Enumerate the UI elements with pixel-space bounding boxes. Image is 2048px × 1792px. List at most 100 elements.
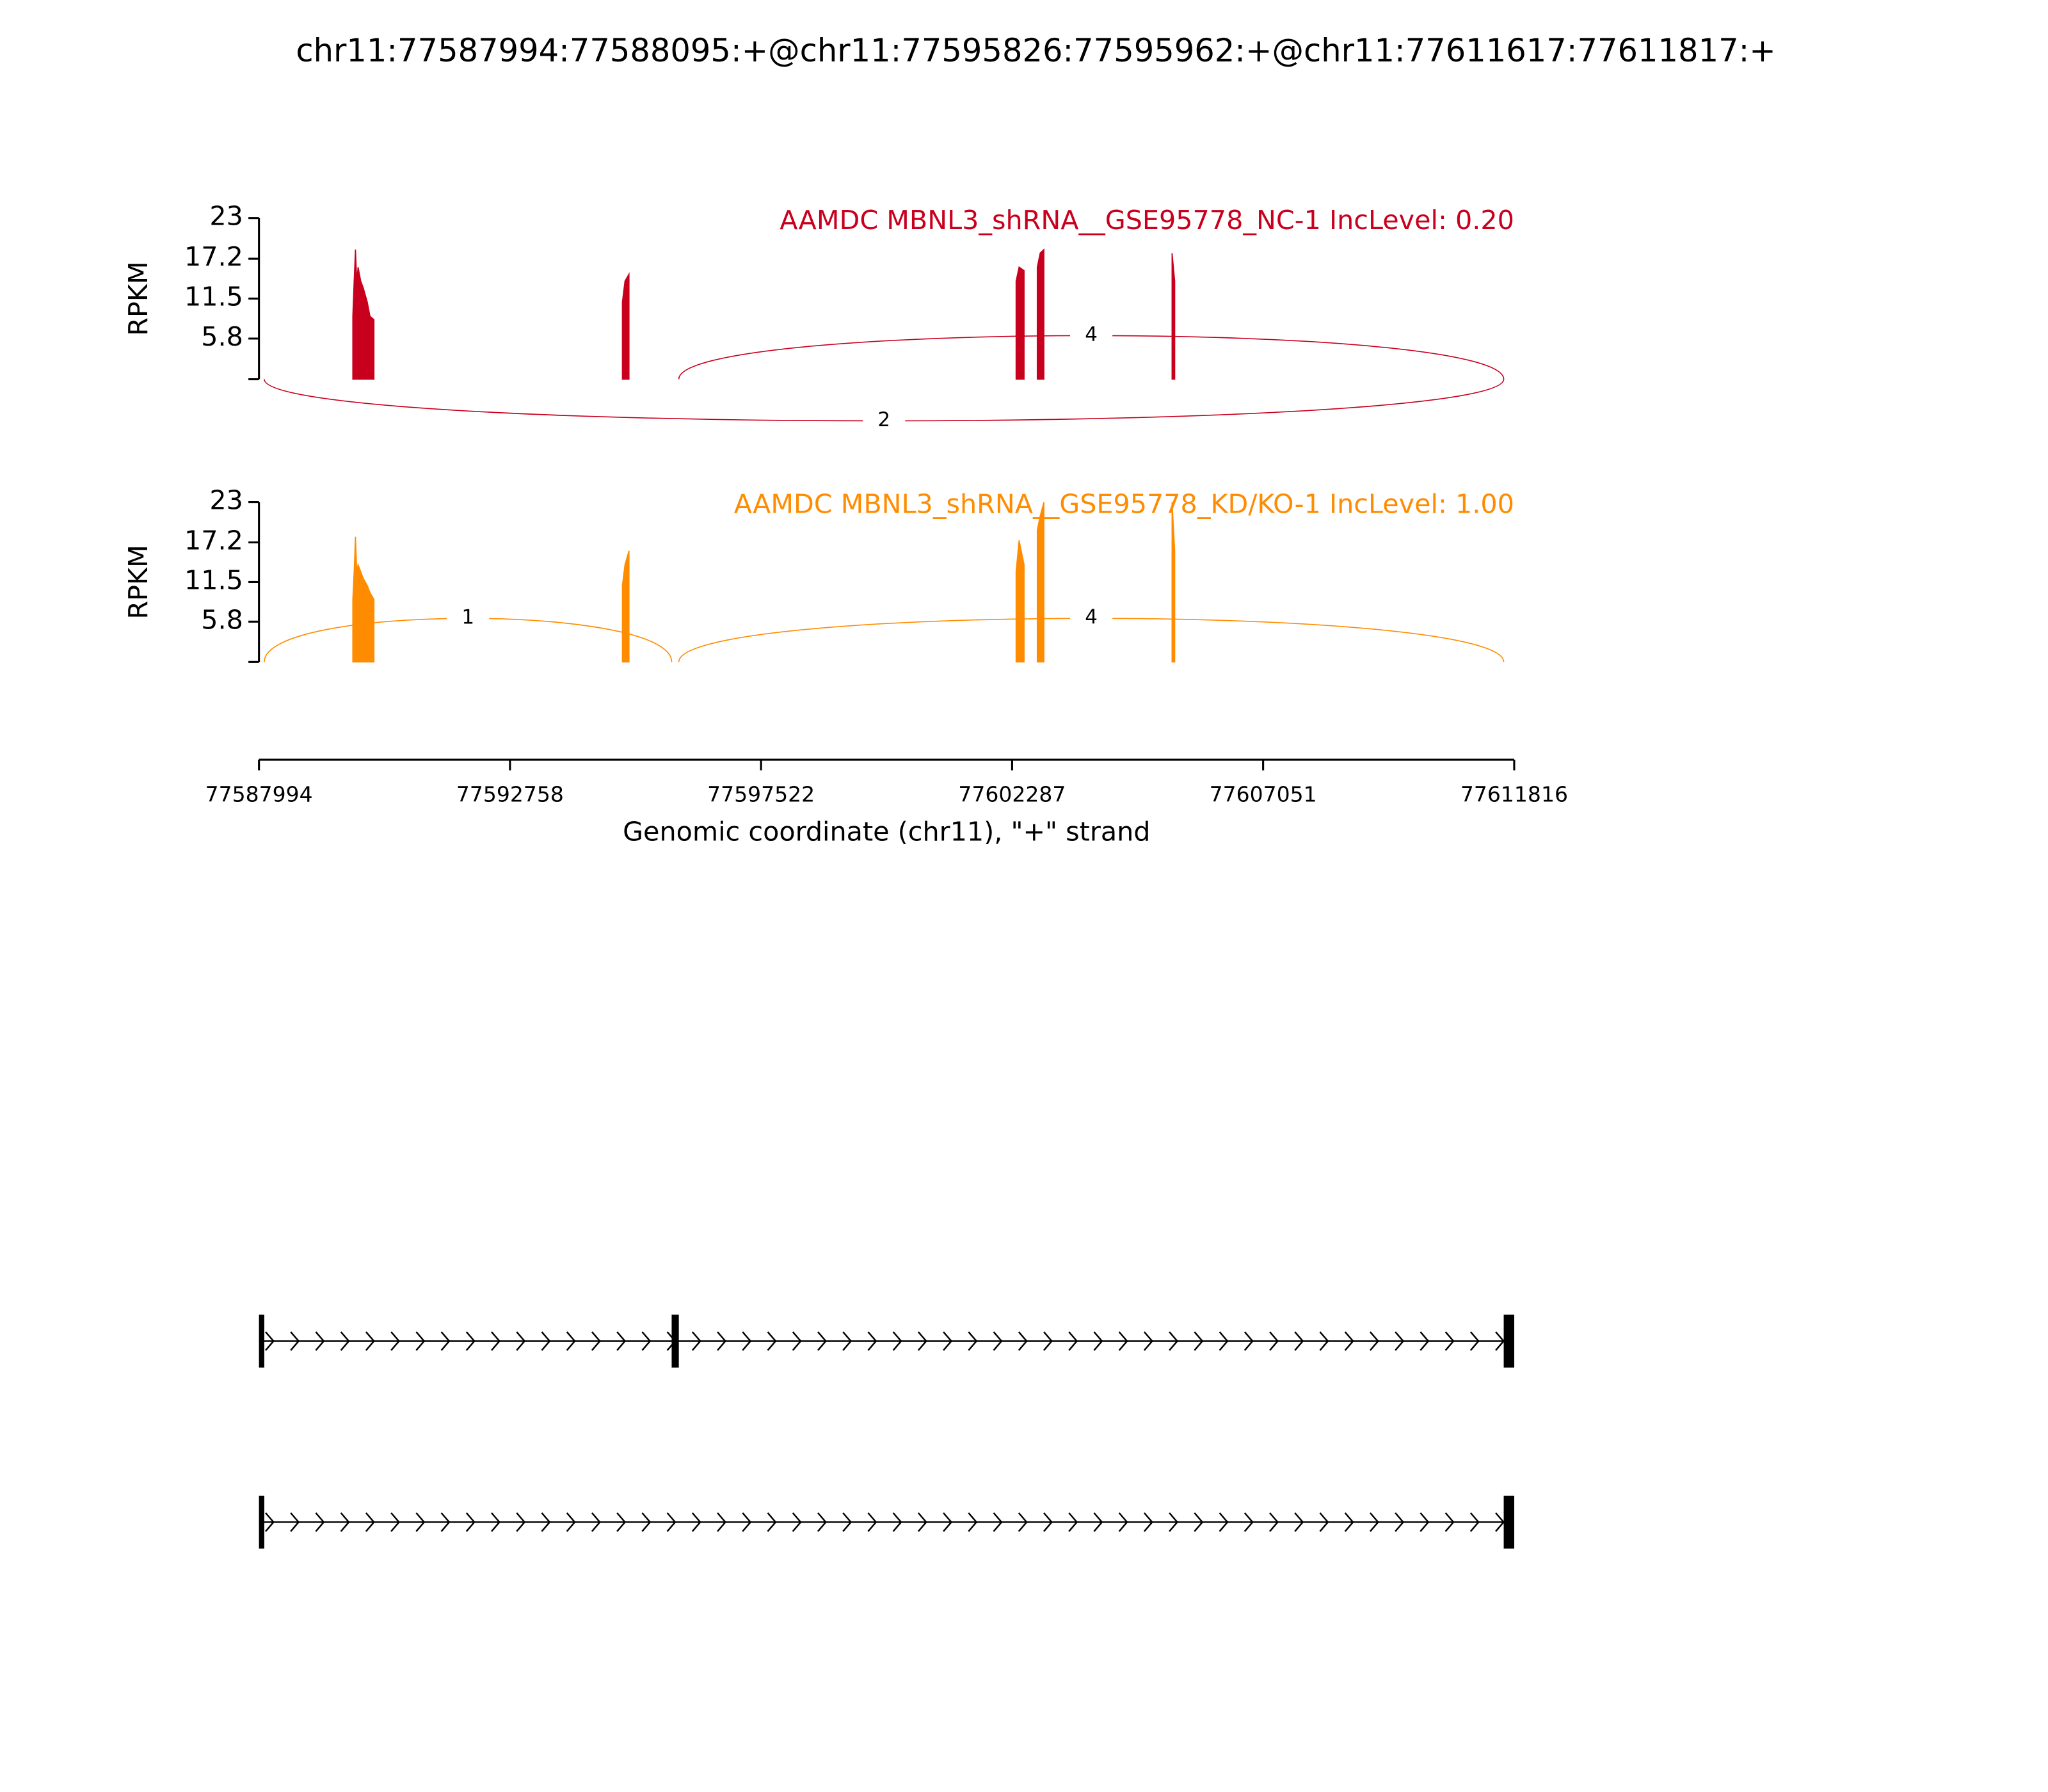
junction-label-bg	[447, 606, 490, 630]
strand-chevron	[365, 1512, 375, 1532]
strand-chevron	[1420, 1512, 1430, 1532]
strand-chevron	[1344, 1331, 1354, 1351]
strand-chevron	[892, 1331, 902, 1351]
exon	[259, 1315, 264, 1368]
y-tick-label: 17.2	[184, 241, 243, 272]
strand-chevron	[867, 1331, 877, 1351]
strand-chevron	[666, 1512, 676, 1532]
strand-chevron	[465, 1512, 476, 1532]
strand-chevron	[315, 1331, 325, 1351]
strand-chevron	[390, 1331, 401, 1351]
coverage	[1015, 266, 1025, 380]
strand-chevron	[265, 1512, 275, 1532]
strand-chevron	[993, 1512, 1003, 1532]
coverage	[1036, 248, 1044, 380]
strand-chevron	[767, 1512, 777, 1532]
strand-chevron	[641, 1331, 652, 1351]
strand-chevron	[516, 1512, 526, 1532]
strand-chevron	[792, 1512, 802, 1532]
strand-chevron	[1194, 1512, 1204, 1532]
strand-chevron	[968, 1331, 978, 1351]
strand-chevron	[1395, 1331, 1405, 1351]
strand-chevron	[842, 1331, 852, 1351]
strand-chevron	[290, 1331, 300, 1351]
y-tick-label: 5.8	[201, 604, 243, 635]
strand-chevron	[541, 1331, 551, 1351]
strand-chevron	[1369, 1512, 1379, 1532]
strand-chevron	[541, 1512, 551, 1532]
strand-chevron	[943, 1512, 953, 1532]
strand-chevron	[315, 1512, 325, 1532]
strand-chevron	[1093, 1512, 1103, 1532]
strand-chevron	[1018, 1512, 1028, 1532]
x-tick-label: 77587994	[205, 781, 313, 806]
strand-chevron	[1118, 1331, 1128, 1351]
strand-chevron	[1369, 1331, 1379, 1351]
strand-chevron	[691, 1331, 701, 1351]
strand-chevron	[365, 1331, 375, 1351]
sample-label: AAMDC MBNL3_shRNA__GSE95778_KD/KO-1 IncL…	[734, 489, 1514, 520]
strand-chevron	[1344, 1512, 1354, 1532]
strand-chevron	[1093, 1331, 1103, 1351]
y-axis-label: RPKM	[123, 545, 154, 619]
strand-chevron	[491, 1331, 501, 1351]
strand-chevron	[616, 1512, 627, 1532]
y-tick-label: 17.2	[184, 525, 243, 556]
strand-chevron	[1495, 1331, 1505, 1351]
chart-title: chr11:77587994:77588095:+@chr11:77595826…	[296, 32, 1775, 69]
exon	[1503, 1315, 1515, 1368]
junction-label-bg	[1070, 606, 1113, 630]
strand-chevron	[968, 1512, 978, 1532]
x-tick-label: 77607051	[1210, 781, 1317, 806]
y-tick-label: 5.8	[201, 321, 243, 352]
strand-chevron	[993, 1331, 1003, 1351]
strand-chevron	[1169, 1331, 1179, 1351]
strand-chevron	[1244, 1512, 1254, 1532]
x-tick-label: 77597522	[707, 781, 815, 806]
strand-chevron	[691, 1512, 701, 1532]
x-tick-label: 77611816	[1460, 781, 1568, 806]
strand-chevron	[1143, 1331, 1153, 1351]
strand-chevron	[1319, 1512, 1329, 1532]
strand-chevron	[1219, 1331, 1229, 1351]
strand-chevron	[1444, 1331, 1455, 1351]
strand-chevron	[290, 1512, 300, 1532]
coverage	[352, 249, 375, 380]
strand-chevron	[415, 1512, 426, 1532]
strand-chevron	[1269, 1331, 1279, 1351]
strand-chevron	[867, 1512, 877, 1532]
strand-chevron	[1219, 1512, 1229, 1532]
strand-chevron	[1068, 1512, 1078, 1532]
strand-chevron	[440, 1331, 451, 1351]
exon	[1503, 1496, 1515, 1549]
strand-chevron	[415, 1331, 426, 1351]
strand-chevron	[516, 1331, 526, 1351]
strand-chevron	[440, 1512, 451, 1532]
strand-chevron	[792, 1331, 802, 1351]
strand-chevron	[566, 1331, 576, 1351]
strand-chevron	[1143, 1512, 1153, 1532]
strand-chevron	[1169, 1512, 1179, 1532]
x-tick-label: 77602287	[958, 781, 1066, 806]
strand-chevron	[566, 1512, 576, 1532]
exon	[259, 1496, 264, 1549]
strand-chevron	[742, 1331, 752, 1351]
junction-label-bg	[863, 408, 906, 433]
coverage	[1171, 502, 1176, 663]
strand-chevron	[491, 1512, 501, 1532]
strand-chevron	[717, 1512, 727, 1532]
junction-count: 4	[1085, 606, 1098, 629]
strand-chevron	[390, 1512, 401, 1532]
strand-chevron	[1043, 1331, 1053, 1351]
strand-chevron	[767, 1331, 777, 1351]
strand-chevron	[1420, 1331, 1430, 1351]
strand-chevron	[465, 1331, 476, 1351]
strand-chevron	[717, 1331, 727, 1351]
strand-chevron	[1194, 1331, 1204, 1351]
junction-count: 1	[461, 606, 474, 629]
strand-chevron	[817, 1512, 827, 1532]
strand-chevron	[917, 1331, 927, 1351]
junction-count: 2	[877, 408, 890, 431]
coverage	[1171, 253, 1176, 380]
